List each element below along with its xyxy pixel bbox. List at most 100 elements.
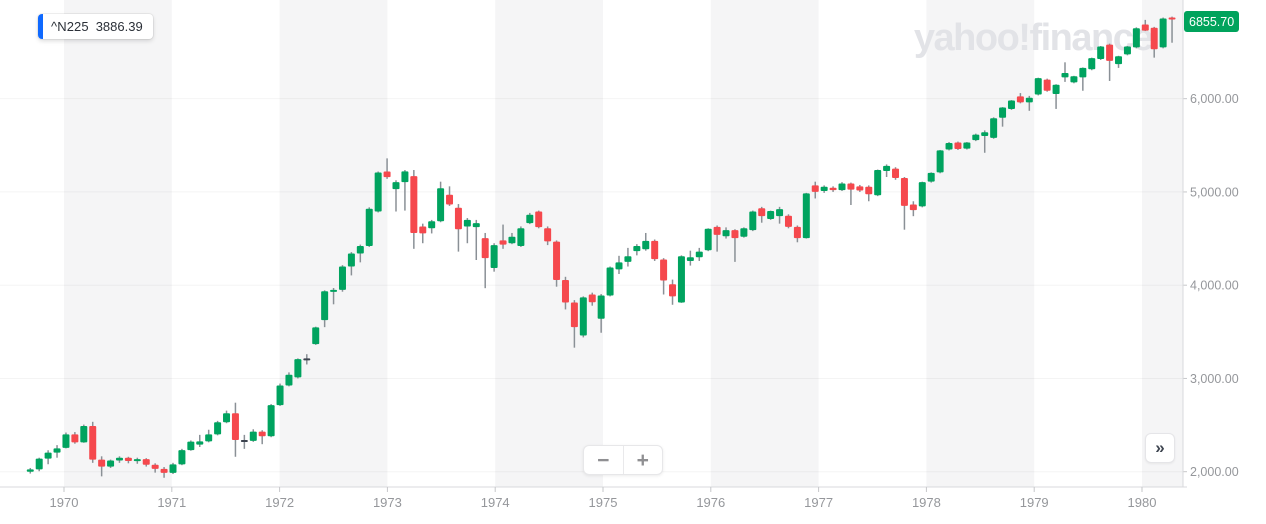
candle-body — [1168, 17, 1176, 20]
y-axis-label: 6,000.00 — [1190, 92, 1239, 106]
candle-body — [847, 183, 855, 190]
candle-body — [1106, 44, 1114, 61]
candle-body — [793, 226, 801, 239]
candle-body — [321, 291, 329, 321]
candle-body — [642, 240, 650, 250]
candle-body — [53, 448, 61, 453]
candle-body — [303, 358, 311, 361]
candle-body — [1070, 76, 1078, 83]
candle-body — [187, 441, 195, 451]
candle-body — [1150, 27, 1158, 50]
candle-body — [811, 185, 819, 192]
candle-body — [151, 464, 159, 469]
legend-last-value: 3886.39 — [95, 19, 143, 34]
y-axis-label: 4,000.00 — [1190, 279, 1239, 293]
candle-body — [936, 150, 944, 173]
candle-body — [26, 469, 34, 472]
candle-body — [579, 297, 587, 336]
candle-body — [347, 253, 355, 267]
candle-body — [89, 426, 97, 460]
candle-body — [1141, 24, 1149, 31]
candle-body — [258, 431, 266, 437]
candle-body — [401, 171, 409, 183]
candle-body — [883, 165, 891, 171]
candle-body — [633, 246, 641, 252]
candle-body — [446, 194, 454, 205]
legend-accent-bar — [38, 14, 43, 39]
candle-body — [990, 118, 998, 138]
candle-body — [909, 204, 917, 211]
candle-body — [124, 457, 132, 461]
last-price-badge: 6855.70 — [1184, 11, 1240, 32]
candle-body — [133, 459, 141, 462]
candle-body — [160, 468, 168, 473]
candle-body — [1097, 46, 1105, 60]
candle-body — [374, 172, 382, 212]
x-axis-label: 1970 — [50, 495, 79, 510]
candle-body — [758, 208, 766, 217]
candle-body — [588, 294, 596, 303]
candle-body — [35, 458, 43, 470]
candle-body — [178, 450, 186, 465]
candle-body — [1079, 67, 1087, 78]
candle-body — [115, 457, 123, 461]
scroll-right-button[interactable]: » — [1145, 433, 1175, 463]
y-axis-label: 3,000.00 — [1190, 372, 1239, 386]
candle-body — [767, 211, 775, 219]
candle-body — [231, 413, 239, 440]
candle-body — [553, 241, 561, 281]
candle-body — [606, 267, 614, 296]
candle-body — [249, 431, 257, 441]
x-axis-label: 1971 — [157, 495, 186, 510]
candle-body — [999, 107, 1007, 118]
candle-body — [570, 302, 578, 328]
year-stripe — [1142, 0, 1183, 487]
candle-body — [918, 182, 926, 207]
candle-body — [722, 230, 730, 237]
x-axis-label: 1979 — [1020, 495, 1049, 510]
candle-body — [713, 226, 721, 235]
candle-body — [749, 211, 757, 231]
y-axis-label: 5,000.00 — [1190, 185, 1239, 199]
x-axis-label: 1976 — [696, 495, 725, 510]
candle-body — [499, 240, 507, 245]
candle-body — [517, 228, 525, 247]
candle-body — [874, 170, 882, 196]
candle-body — [481, 238, 489, 259]
candle-body — [437, 188, 445, 222]
candle-body — [1132, 28, 1140, 48]
zoom-in-button[interactable]: + — [636, 448, 649, 472]
candle-body — [214, 422, 222, 435]
candle-body — [267, 405, 275, 437]
candle-body — [472, 223, 480, 228]
y-axis-label: 2,000.00 — [1190, 465, 1239, 479]
candle-body — [1052, 84, 1060, 95]
candle-body — [802, 193, 810, 239]
legend-symbol: ^N225 — [51, 19, 89, 34]
candle-body — [490, 245, 498, 268]
candle-body — [285, 374, 293, 386]
candle-body — [615, 262, 623, 270]
candle-body — [107, 460, 115, 467]
zoom-control: − + — [583, 445, 663, 475]
candle-body — [963, 142, 971, 149]
candle-body — [1043, 79, 1051, 91]
candle-body — [80, 426, 88, 443]
candle-body — [205, 434, 213, 442]
candle-body — [776, 209, 784, 217]
candle-body — [660, 259, 668, 281]
candle-body — [1123, 46, 1131, 55]
candle-body — [927, 172, 935, 182]
candle-body — [1025, 97, 1033, 103]
candle-body — [597, 295, 605, 319]
zoom-out-button[interactable]: − — [584, 446, 624, 474]
candle-body — [829, 187, 837, 191]
candle-body — [142, 459, 150, 465]
candle-body — [508, 236, 516, 244]
candle-body — [294, 359, 302, 378]
candle-body — [1034, 78, 1042, 95]
candle-body — [410, 176, 418, 233]
candle-body — [365, 208, 373, 247]
